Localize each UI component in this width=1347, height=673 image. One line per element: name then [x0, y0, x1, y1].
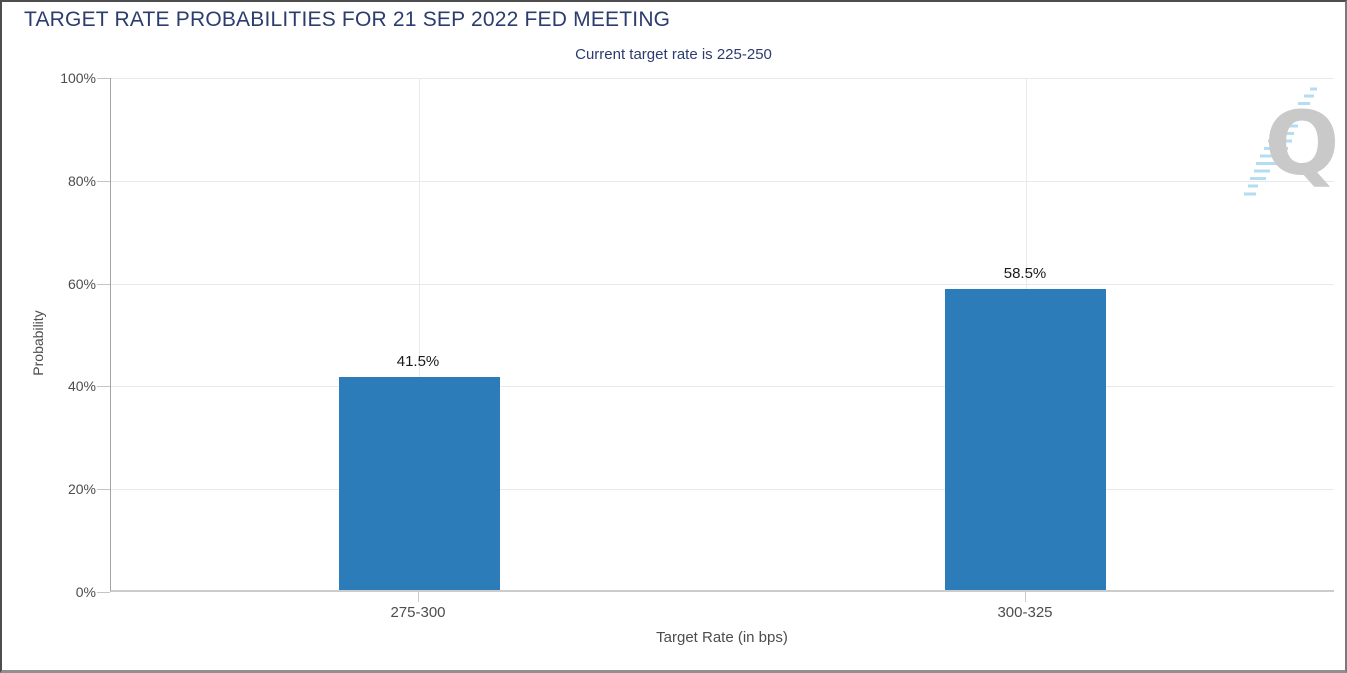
plot-area: [110, 78, 1334, 592]
gridline-80pct: [111, 180, 1334, 182]
watermark-q-letter: Q: [1265, 92, 1340, 195]
chart-title: TARGET RATE PROBABILITIES FOR 21 SEP 202…: [24, 8, 671, 31]
gridline-cat-1: [419, 78, 420, 590]
xtick-mark: [1025, 592, 1026, 602]
watermark-q-letter-icon: Q: [1265, 92, 1340, 195]
ytick-mark: [97, 283, 110, 285]
gridline-40pct: [111, 386, 1334, 388]
ytick-mark: [97, 180, 110, 182]
ytick-mark: [97, 489, 110, 491]
ytick-label-60: 60%: [67, 275, 96, 292]
ytick-label-20: 20%: [67, 481, 96, 498]
y-axis-title: Probability: [30, 310, 46, 376]
x-axis-title: Target Rate (in bps): [656, 629, 788, 646]
ytick-label-100: 100%: [60, 70, 96, 86]
xtick-mark: [418, 592, 419, 602]
gridline-60pct: [111, 283, 1334, 285]
xtick-label-2: 300-325: [997, 604, 1053, 621]
gridline-20pct: [111, 489, 1334, 491]
ytick-mark: [97, 386, 110, 388]
ytick-mark: [97, 592, 110, 593]
bar-300-325: [945, 289, 1106, 590]
bar-275-300: [339, 376, 500, 590]
ytick-mark: [97, 78, 110, 79]
xtick-label-1: 275-300: [390, 604, 446, 621]
gridline-100pct: [111, 78, 1334, 79]
watermark-logo: Q: [1238, 82, 1342, 200]
bar-value-label-2: 58.5%: [1003, 265, 1047, 283]
bar-value-label-1: 41.5%: [396, 352, 440, 370]
ytick-label-0: 0%: [75, 584, 96, 600]
ytick-label-80: 80%: [67, 172, 96, 189]
chart-subtitle: Current target rate is 225-250: [575, 46, 772, 63]
watermark-stripes-icon: [1244, 87, 1317, 196]
ytick-label-40: 40%: [67, 378, 96, 395]
